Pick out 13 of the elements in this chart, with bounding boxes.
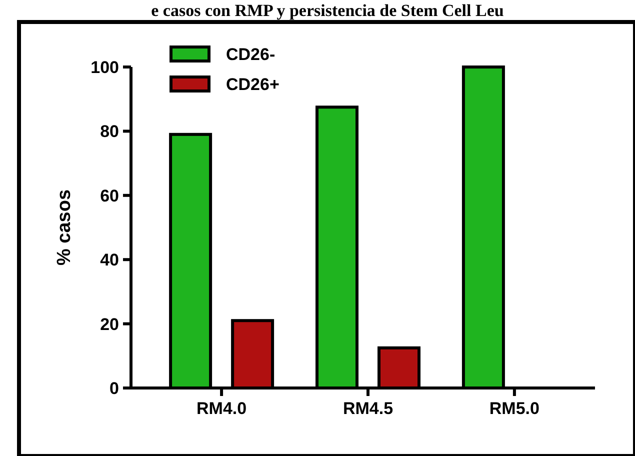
y-tick-label: 20 [100,314,119,334]
y-tick-label: 60 [100,186,119,206]
y-tick-label: 0 [110,378,119,398]
legend-label: CD26+ [226,74,280,94]
y-tick-label: 40 [100,250,119,270]
y-tick-label: 100 [90,58,119,77]
y-tick-label: 80 [100,122,119,142]
x-tick-label: RM4.0 [196,399,247,418]
chart-title: e casos con RMP y persistencia de Stem Cell Leu [151,1,504,20]
y-axis-title: % casos [54,189,75,266]
legend-label: CD26- [226,44,276,64]
x-tick-label: RM4.5 [342,399,394,418]
x-tick-label: RM5.0 [489,399,540,418]
